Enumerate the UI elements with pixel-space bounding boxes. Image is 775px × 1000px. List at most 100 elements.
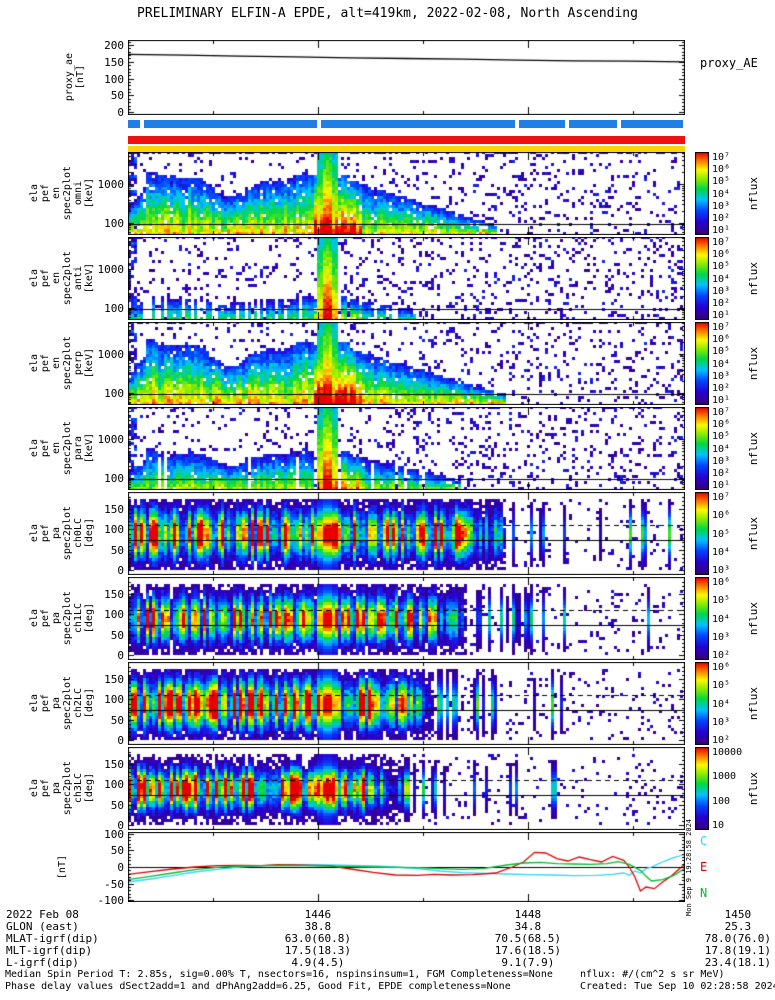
proxy-ae-right-label: proxy_AE <box>700 56 758 70</box>
availability-bar-blue-segment <box>620 120 683 128</box>
pa-ch3lc-axis-label-line: ela <box>29 779 40 798</box>
en-para-axis-label-line: spec2plot <box>62 421 73 476</box>
en-anti-colorbar-tick: 10⁶ <box>712 249 731 261</box>
footer-nflux-units: nflux: #/(cm^2 s sr MeV) <box>580 969 725 980</box>
en-para-axis-label-line: en <box>51 442 62 455</box>
en-anti-colorbar-tick: 10⁷ <box>712 237 731 248</box>
bfield-component-label-e: E <box>700 860 708 874</box>
bfield-component-label-c: C <box>700 834 708 848</box>
pa-ch2lc-colorbar-tick: 10⁵ <box>712 680 731 692</box>
pa-ch0lc-axis-label-line: ela <box>29 524 40 543</box>
en-para-colorbar-tick: 10⁵ <box>712 431 731 443</box>
ephemeris-value: 70.5(68.5) <box>494 932 562 945</box>
pa-ch3lc-axis-label-line: pa <box>51 782 62 795</box>
en-perp-colorbar-label: nflux <box>746 322 760 405</box>
ephemeris-value: 23.4(18.1) <box>704 956 772 969</box>
en-anti-axis-label-line: pef <box>40 269 51 288</box>
pa-ch1lc-ytick: 100 <box>104 608 124 622</box>
pa-ch0lc-spectrogram <box>128 492 685 575</box>
en-anti-colorbar-tick: 10⁴ <box>712 273 731 285</box>
ephemeris-value: 63.0(60.8) <box>284 932 352 945</box>
en-perp-ytick: 100 <box>104 387 124 401</box>
proxy-ae-ytick: 0 <box>117 106 124 120</box>
pa-ch1lc-ytick: 150 <box>104 588 124 602</box>
bfield-ytick: 100 <box>104 827 124 841</box>
en-perp-colorbar-tick: 10¹ <box>712 395 731 406</box>
bfield-ytick: 50 <box>110 844 124 858</box>
pa-ch2lc-ytick: 100 <box>104 693 124 707</box>
en-anti-colorbar-tick: 10² <box>712 297 731 309</box>
pa-ch0lc-axis-label-line: pef <box>40 524 51 543</box>
pa-ch2lc-colorbar <box>695 662 709 745</box>
footer-phase-delay: Phase delay values dSect2add=1 and dPhAn… <box>5 981 511 992</box>
en-omni-colorbar-tick: 10³ <box>712 200 731 212</box>
pa-ch2lc-ytick: 150 <box>104 673 124 687</box>
en-anti-ytick: 100 <box>104 302 124 316</box>
en-anti-ytick: 1000 <box>97 262 125 276</box>
en-perp-colorbar-label-line: nflux <box>746 346 760 381</box>
pa-ch2lc-axis-label-line: pa <box>51 697 62 710</box>
ephemeris-row-label: L-igrf(dip) <box>6 956 79 969</box>
pa-ch2lc-ytick: 50 <box>110 713 124 727</box>
en-perp-colorbar-tick: 10⁷ <box>712 322 731 333</box>
en-omni-ytick: 100 <box>104 217 124 231</box>
ephemeris-value: 78.0(76.0) <box>704 932 772 945</box>
pa-ch0lc-ytick: 0 <box>117 564 124 578</box>
ephemeris-value: 1448 <box>514 908 542 921</box>
pa-ch3lc-ytick: 0 <box>117 819 124 833</box>
en-perp-axis-label-line: en <box>51 357 62 370</box>
en-perp-colorbar-tick: 10² <box>712 382 731 394</box>
en-para-ytick: 100 <box>104 472 124 486</box>
ephemeris-value: 9.1(7.9) <box>501 956 555 969</box>
en-anti-colorbar-tick: 10⁵ <box>712 261 731 273</box>
en-anti-axis-label-line: spec2plot <box>62 251 73 306</box>
pa-ch2lc-ytick: 0 <box>117 734 124 748</box>
en-omni-axis-label-line: spec2plot <box>62 166 73 221</box>
pa-ch2lc-axis-label-line: ela <box>29 694 40 713</box>
pa-ch2lc-colorbar-tick: 10² <box>712 735 731 746</box>
pa-ch0lc-ytick: 50 <box>110 543 124 557</box>
pa-ch1lc-colorbar-tick: 10³ <box>712 631 731 643</box>
pa-ch1lc-spectrogram <box>128 577 685 660</box>
en-perp-axis-label-line: spec2plot <box>62 336 73 391</box>
ephemeris-value: 34.8 <box>514 920 542 933</box>
en-para-ytick: 1000 <box>97 432 125 446</box>
pa-ch2lc-colorbar-label: nflux <box>746 662 760 745</box>
en-omni-colorbar-tick: 10¹ <box>712 225 731 236</box>
pa-ch2lc-colorbar-tick: 10⁶ <box>712 662 731 673</box>
proxy-ae-ytick: 200 <box>104 39 124 53</box>
pa-ch3lc-colorbar-tick: 10 <box>712 820 725 831</box>
en-omni-colorbar-tick: 10⁵ <box>712 176 731 188</box>
availability-bar-blue-segment <box>320 120 516 128</box>
en-perp-colorbar <box>695 322 709 405</box>
en-para-colorbar-label: nflux <box>746 407 760 490</box>
en-anti-spectrogram <box>128 237 685 320</box>
pa-ch3lc-ytick: 50 <box>110 798 124 812</box>
en-para-colorbar-tick: 10² <box>712 467 731 479</box>
bfield-ytick: -50 <box>104 877 124 891</box>
availability-bar-yellow-segment <box>128 146 685 152</box>
en-omni-axis-label-line: en <box>51 187 62 200</box>
pa-ch0lc-axis-label-line: pa <box>51 527 62 540</box>
bfield-component-label-n: N <box>700 886 708 900</box>
availability-bar-blue-segment <box>568 120 618 128</box>
pa-ch3lc-ytick: 150 <box>104 758 124 772</box>
ephemeris-value: 17.8(19.1) <box>704 944 772 957</box>
en-anti-colorbar-tick: 10¹ <box>712 310 731 321</box>
availability-bar-blue <box>128 120 685 128</box>
en-omni-colorbar-label-line: nflux <box>746 176 760 211</box>
pa-ch3lc-spectrogram <box>128 747 685 830</box>
pa-ch3lc-colorbar-tick: 10000 <box>712 747 743 758</box>
availability-bar-blue-segment <box>143 120 317 128</box>
pa-ch1lc-axis-label-line: pa <box>51 612 62 625</box>
pa-ch0lc-colorbar-tick: 10³ <box>712 565 731 576</box>
proxy-ae-ytick: 50 <box>110 89 124 103</box>
pa-ch3lc-ytick: 100 <box>104 778 124 792</box>
pa-ch0lc-colorbar-label: nflux <box>746 492 760 575</box>
proxy-ae-plot <box>128 40 685 115</box>
en-para-spectrogram <box>128 407 685 490</box>
pa-ch1lc-colorbar-tick: 10⁴ <box>712 613 731 625</box>
pa-ch0lc-colorbar <box>695 492 709 575</box>
pa-ch0lc-colorbar-tick: 10⁴ <box>712 546 731 558</box>
en-omni-colorbar-label: nflux <box>746 152 760 235</box>
